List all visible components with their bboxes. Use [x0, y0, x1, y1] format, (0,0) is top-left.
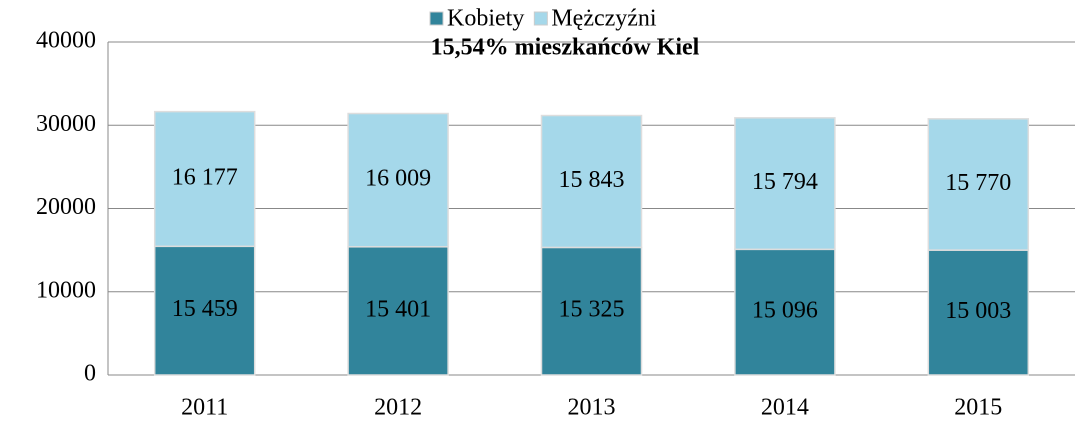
- y-tick-label: 10000: [36, 277, 96, 303]
- y-tick-label: 20000: [36, 194, 96, 220]
- chart-title: 15,54% mieszkańców Kiel: [431, 35, 700, 61]
- bar-segment: [927, 249, 1030, 376]
- bar-segment: [734, 117, 836, 251]
- x-tick-label: 2014: [761, 395, 809, 421]
- bar-segment: [540, 114, 643, 249]
- value-label: 15 459: [172, 296, 238, 322]
- bar-segment: [153, 245, 256, 376]
- legend-swatch: [533, 11, 548, 26]
- value-label: 15 770: [945, 170, 1011, 196]
- bar-segment: [347, 246, 449, 376]
- bar-segment: [153, 110, 256, 248]
- y-tick-label: 40000: [36, 28, 96, 54]
- value-label: 15 794: [752, 169, 818, 195]
- bar-segment: [540, 246, 643, 376]
- value-label: 15 401: [365, 296, 431, 322]
- legend-label: Kobiety: [447, 6, 524, 32]
- bar-segment: [347, 112, 449, 248]
- y-tick-label: 30000: [36, 111, 96, 137]
- bar-segment: [734, 248, 836, 376]
- value-label: 15 843: [559, 167, 625, 193]
- x-tick-label: 2011: [181, 395, 228, 421]
- value-label: 16 009: [365, 166, 431, 192]
- value-label: 15 096: [752, 298, 818, 324]
- x-tick-label: 2013: [568, 395, 616, 421]
- legend-label: Mężczyźni: [551, 6, 657, 32]
- value-label: 15 325: [559, 297, 625, 323]
- legend-swatch: [429, 11, 444, 26]
- x-tick-label: 2015: [954, 395, 1002, 421]
- bar-segment: [927, 118, 1030, 251]
- y-tick-label: 0: [84, 361, 96, 387]
- value-label: 15 003: [945, 298, 1011, 324]
- x-tick-label: 2012: [374, 395, 422, 421]
- value-label: 16 177: [172, 164, 238, 190]
